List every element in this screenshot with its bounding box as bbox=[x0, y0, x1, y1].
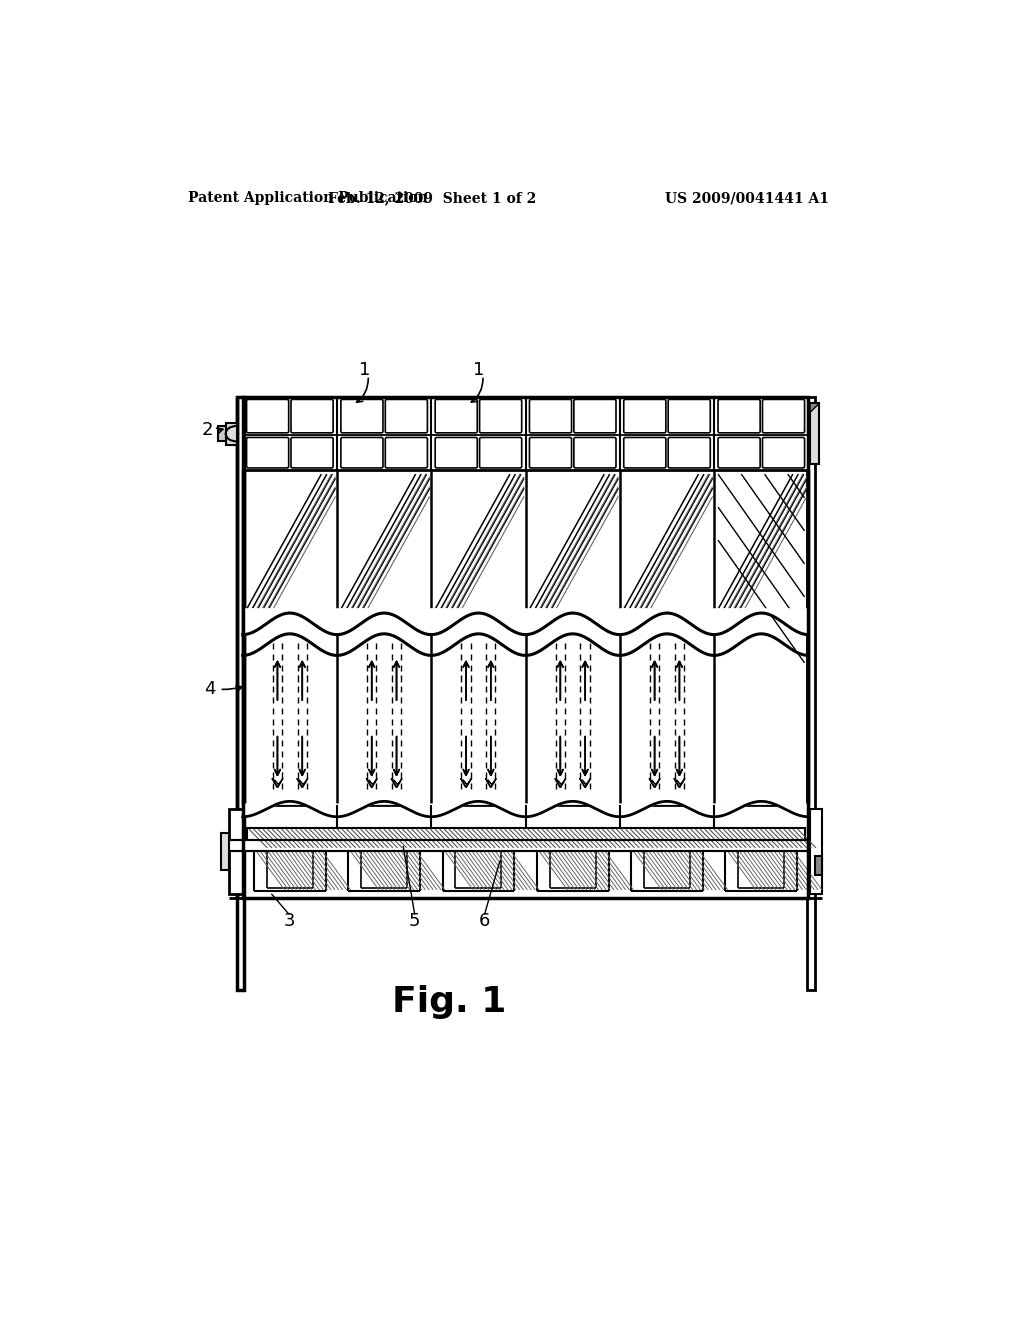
FancyBboxPatch shape bbox=[718, 437, 760, 469]
Text: Fig. 1: Fig. 1 bbox=[392, 985, 507, 1019]
Bar bbox=[243, 805, 809, 898]
FancyBboxPatch shape bbox=[291, 400, 333, 433]
Text: 5: 5 bbox=[409, 912, 421, 929]
Bar bbox=[243, 397, 809, 898]
Text: 2: 2 bbox=[202, 421, 213, 440]
FancyBboxPatch shape bbox=[435, 437, 477, 469]
FancyBboxPatch shape bbox=[341, 400, 383, 433]
FancyArrowPatch shape bbox=[356, 379, 369, 403]
FancyBboxPatch shape bbox=[247, 437, 289, 469]
FancyBboxPatch shape bbox=[341, 437, 383, 469]
Bar bbox=[237, 397, 245, 990]
FancyBboxPatch shape bbox=[669, 437, 711, 469]
FancyBboxPatch shape bbox=[573, 437, 616, 469]
Text: Patent Application Publication: Patent Application Publication bbox=[188, 191, 428, 206]
Bar bbox=[218, 426, 225, 441]
FancyBboxPatch shape bbox=[763, 400, 805, 433]
Bar bbox=[243, 397, 809, 470]
FancyBboxPatch shape bbox=[435, 400, 477, 433]
Bar bbox=[228, 841, 809, 851]
FancyBboxPatch shape bbox=[385, 437, 427, 469]
Text: 4: 4 bbox=[204, 680, 215, 698]
Text: 1: 1 bbox=[473, 362, 484, 379]
FancyBboxPatch shape bbox=[291, 437, 333, 469]
FancyArrowPatch shape bbox=[471, 379, 483, 403]
Bar bbox=[807, 397, 815, 990]
FancyArrowPatch shape bbox=[217, 428, 223, 433]
FancyBboxPatch shape bbox=[624, 437, 666, 469]
FancyBboxPatch shape bbox=[529, 437, 571, 469]
Bar bbox=[247, 829, 805, 849]
FancyBboxPatch shape bbox=[385, 400, 427, 433]
FancyBboxPatch shape bbox=[479, 437, 521, 469]
FancyBboxPatch shape bbox=[573, 400, 616, 433]
Bar bbox=[221, 833, 228, 870]
FancyBboxPatch shape bbox=[669, 400, 711, 433]
FancyBboxPatch shape bbox=[479, 400, 521, 433]
Polygon shape bbox=[810, 404, 819, 412]
Text: 3: 3 bbox=[284, 912, 295, 929]
Text: 1: 1 bbox=[358, 362, 370, 379]
FancyBboxPatch shape bbox=[763, 437, 805, 469]
Bar bbox=[810, 404, 819, 465]
Bar bbox=[225, 422, 237, 445]
Bar bbox=[810, 809, 822, 894]
Text: US 2009/0041441 A1: US 2009/0041441 A1 bbox=[665, 191, 829, 206]
Text: Feb. 12, 2009  Sheet 1 of 2: Feb. 12, 2009 Sheet 1 of 2 bbox=[328, 191, 536, 206]
Bar bbox=[228, 809, 243, 894]
FancyBboxPatch shape bbox=[718, 400, 760, 433]
FancyBboxPatch shape bbox=[529, 400, 571, 433]
FancyBboxPatch shape bbox=[247, 400, 289, 433]
Bar bbox=[815, 855, 822, 874]
FancyArrowPatch shape bbox=[222, 686, 242, 692]
Text: 6: 6 bbox=[479, 912, 490, 929]
FancyBboxPatch shape bbox=[624, 400, 666, 433]
